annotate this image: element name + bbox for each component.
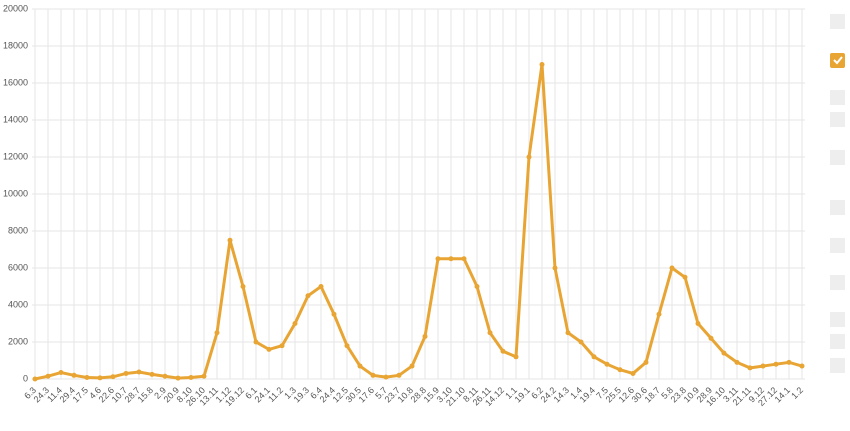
point [396,372,402,378]
toggle-checked[interactable] [830,53,845,68]
point [435,256,441,262]
toggle[interactable] [830,200,845,215]
x-tick-label: 1.2 [789,385,805,401]
point [461,256,467,262]
point [162,373,168,379]
point [201,373,207,379]
point [604,361,610,367]
y-tick-label: 2000 [8,336,28,346]
point [370,372,376,378]
toggle[interactable] [830,112,845,127]
y-tick-label: 6000 [8,262,28,272]
point [526,154,532,160]
point [253,339,259,345]
point [799,363,805,369]
y-tick-label: 16000 [3,77,28,87]
toggle[interactable] [830,312,845,327]
point [500,348,506,354]
point [630,370,636,376]
point [279,343,285,349]
check-icon [833,56,843,65]
point [383,374,389,380]
point [578,339,584,345]
point [552,265,558,271]
point [344,343,350,349]
point [110,374,116,380]
point [617,367,623,373]
point [747,365,753,371]
point [708,335,714,341]
point [123,370,129,376]
toggle[interactable] [830,358,845,373]
point [786,359,792,365]
point [240,284,246,289]
y-tick-label: 4000 [8,299,28,309]
toggle[interactable] [830,150,845,165]
point [695,321,701,326]
toggle[interactable] [830,90,845,105]
point [539,62,545,67]
point [760,363,766,369]
y-tick-label: 10000 [3,188,28,198]
point [734,359,740,365]
point [58,370,64,376]
point [682,274,688,280]
point [305,293,311,299]
y-tick-label: 20000 [3,3,28,13]
point [773,361,779,367]
point [97,375,103,381]
point [214,330,220,336]
point [175,375,181,381]
toggle[interactable] [830,334,845,349]
point [149,371,155,377]
y-tick-label: 12000 [3,151,28,161]
point [422,333,428,339]
point [318,284,324,289]
point [591,354,597,360]
side-controls [830,14,845,373]
point [32,376,38,382]
point [669,265,675,271]
point [292,321,298,326]
y-tick-label: 18000 [3,40,28,50]
point [721,350,727,356]
point [565,330,571,336]
y-tick-label: 14000 [3,114,28,124]
point [656,311,662,317]
point [513,354,519,360]
point [84,375,90,381]
point [474,284,480,289]
toggle[interactable] [830,238,845,253]
point [643,359,649,365]
point [331,311,337,317]
toggle[interactable] [830,275,845,290]
point [136,369,142,375]
point [266,346,272,352]
series-line [34,64,803,381]
point [487,330,493,336]
y-tick-label: 8000 [8,225,28,235]
point [409,363,415,369]
toggle[interactable] [830,14,845,29]
point [188,375,194,381]
point [357,363,363,369]
point [448,256,454,262]
point [227,237,233,243]
y-tick-label: 0 [23,373,28,383]
point [45,373,51,379]
point [71,372,77,378]
